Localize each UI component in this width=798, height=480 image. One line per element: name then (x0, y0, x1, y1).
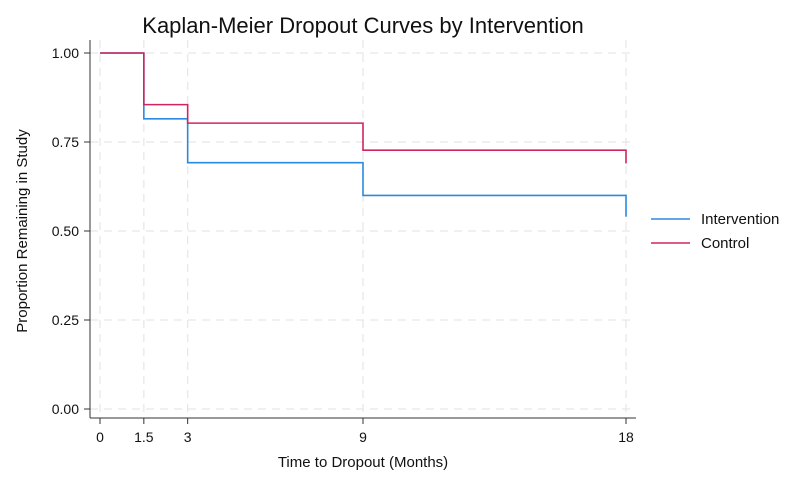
series-line-control (100, 52, 627, 164)
legend-label-intervention: Intervention (701, 211, 779, 228)
x-axis-label: Time to Dropout (Months) (278, 454, 448, 471)
y-tick-label: 0.25 (52, 312, 79, 328)
x-tick-label: 1.5 (134, 429, 154, 445)
grid-lines (90, 40, 636, 418)
y-axis-label: Proportion Remaining in Study (14, 129, 31, 333)
y-tick-label: 0.75 (52, 134, 79, 150)
y-tick-label: 0.50 (52, 223, 79, 239)
y-tick-label: 1.00 (52, 45, 79, 61)
chart-title: Kaplan-Meier Dropout Curves by Intervent… (142, 13, 583, 38)
series-lines (100, 52, 627, 217)
axis-ticks: 0.00 0.25 0.50 0.75 1.00 0 1.5 3 9 18 (52, 45, 634, 445)
x-tick-label: 18 (618, 429, 634, 445)
y-tick-label: 0.00 (52, 401, 79, 417)
x-tick-label: 0 (96, 429, 104, 445)
legend: Intervention Control (651, 211, 779, 252)
x-tick-label: 9 (359, 429, 367, 445)
x-tick-label: 3 (184, 429, 192, 445)
legend-label-control: Control (701, 235, 749, 252)
